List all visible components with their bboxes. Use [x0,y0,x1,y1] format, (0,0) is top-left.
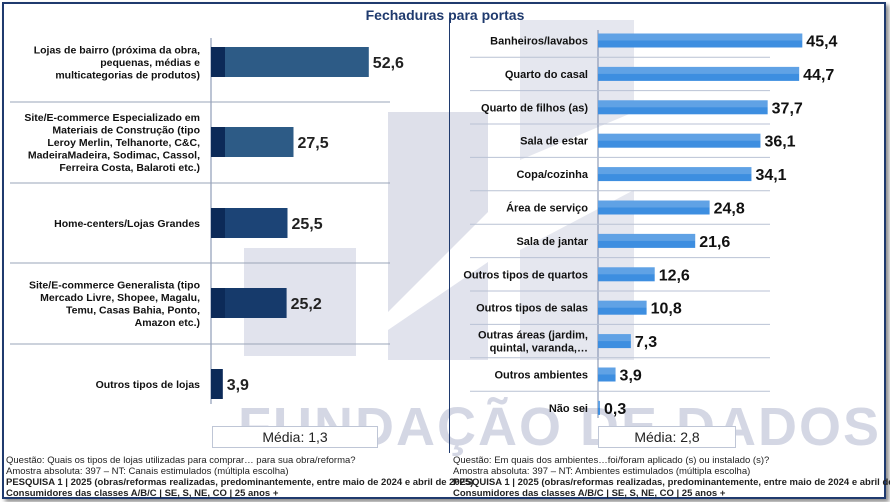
left-category-label: MadeiraMadeira, Sodimac, Cassol, [28,150,200,162]
right-bar-highlight [598,200,710,208]
footer-right-research: PESQUISA 1 | 2025 (obras/reformas realiz… [453,477,890,488]
right-value-label: 10,8 [651,301,682,318]
right-category-label: Outros tipos de salas [476,303,588,315]
right-value-label: 3,9 [620,368,642,385]
left-category-label: Outros tipos de lojas [96,379,201,391]
right-bar [598,267,655,282]
right-bar-highlight [598,367,616,375]
right-value-label: 37,7 [772,100,803,117]
footer-right-consumers: Consumidores das classes A/B/C | SE, S, … [453,488,726,499]
footer-right-question: Questão: Em quais dos ambientes…foi/fora… [453,455,770,466]
left-category-label: Site/E-commerce Especializado em [24,112,200,124]
left-bar-edge [211,288,225,318]
left-category-label: Ferreira Costa, Balaroti etc.) [59,162,200,174]
right-category-label: Sala de estar [520,136,589,148]
right-bar [598,133,761,148]
footer-left-research: PESQUISA 1 | 2025 (obras/reformas realiz… [6,477,474,488]
right-bar-highlight [598,300,647,308]
footer-left: Questão: Quais os tipos de lojas utiliza… [6,455,473,499]
left-category-label: Temu, Casas Bahia, Ponto, [66,304,200,316]
left-bar-edge [211,369,223,399]
chart-title: Fechaduras para portas [365,7,525,23]
left-category-label: Home-centers/Lojas Grandes [54,218,200,230]
right-value-label: 7,3 [635,334,657,351]
right-value-label: 24,8 [714,201,745,218]
left-category-label: Lojas de bairro (próxima da obra, [34,45,200,57]
right-bar-highlight [598,100,768,108]
right-value-label: 36,1 [764,134,795,151]
footer-right-sample: Amostra absoluta: 397 – NT: Ambientes es… [453,466,751,477]
right-bar-highlight [598,400,600,408]
left-category-label: pequenas, médias e [100,57,200,69]
footer-right: Questão: Em quais dos ambientes…foi/fora… [453,455,890,499]
left-category-label: Mercado Livre, Shopee, Magalu, [40,292,200,304]
left-bar-edge [211,208,225,238]
right-category-label: quintal, varanda,… [490,343,588,355]
right-category-label: Quarto do casal [505,69,588,81]
left-category-label: Amazon etc.) [135,317,200,329]
left-bar-edge [211,47,225,77]
right-bar [598,334,631,349]
right-category-label: Copa/cozinha [516,169,588,181]
right-bar [598,100,768,115]
right-bar-highlight [598,334,631,342]
left-category-label: Materiais de Construção (tipo [52,125,200,137]
right-category-label: Outros tipos de quartos [463,269,588,281]
right-category-label: Não sei [549,403,588,415]
left-value-label: 3,9 [227,377,249,394]
footer-left-question: Questão: Quais os tipos de lojas utiliza… [6,455,356,466]
right-category-label: Banheiros/lavabos [490,36,588,48]
right-bar [598,200,710,215]
right-value-label: 45,4 [806,34,837,51]
left-value-label: 27,5 [298,135,329,152]
media-left: Média: 1,3 [212,426,378,448]
right-bar [598,300,647,315]
right-bar [598,33,803,48]
left-value-label: 25,2 [291,296,322,313]
right-value-label: 21,6 [699,234,730,251]
media-right: Média: 2,8 [598,426,736,448]
left-bar [211,47,369,77]
left-category-label: Leroy Merlin, Telhanorte, C&C, [47,137,200,149]
right-category-label: Outras áreas (jardim, [478,330,588,342]
right-category-label: Quarto de filhos (as) [481,102,588,114]
left-value-label: 52,6 [373,55,404,72]
right-category-label: Área de serviço [506,202,588,215]
right-bar [598,233,696,248]
right-bar [598,367,616,382]
footer-left-consumers: Consumidores das classes A/B/C | SE, S, … [6,488,279,499]
panel-divider [449,18,450,453]
right-bar [598,167,752,182]
right-value-label: 34,1 [755,167,786,184]
right-bar-highlight [598,33,803,41]
footer-left-sample: Amostra absoluta: 397 – NT: Canais estim… [6,466,289,477]
right-value-label: 0,3 [604,401,626,418]
left-bar-edge [211,127,225,157]
right-bar-highlight [598,66,800,74]
right-bar-highlight [598,233,696,241]
left-value-label: 25,5 [292,216,323,233]
right-bar [598,66,800,81]
right-category-label: Sala de jantar [516,236,588,248]
right-bar [598,400,600,415]
right-value-label: 44,7 [803,67,834,84]
right-bar-highlight [598,133,761,141]
left-category-label: Site/E-commerce Generalista (tipo [29,279,200,291]
right-bar-highlight [598,267,655,275]
right-value-label: 12,6 [659,267,690,284]
right-category-label: Outros ambientes [494,370,588,382]
left-category-label: multicategorias de produtos) [55,70,200,82]
right-bar-highlight [598,167,752,175]
